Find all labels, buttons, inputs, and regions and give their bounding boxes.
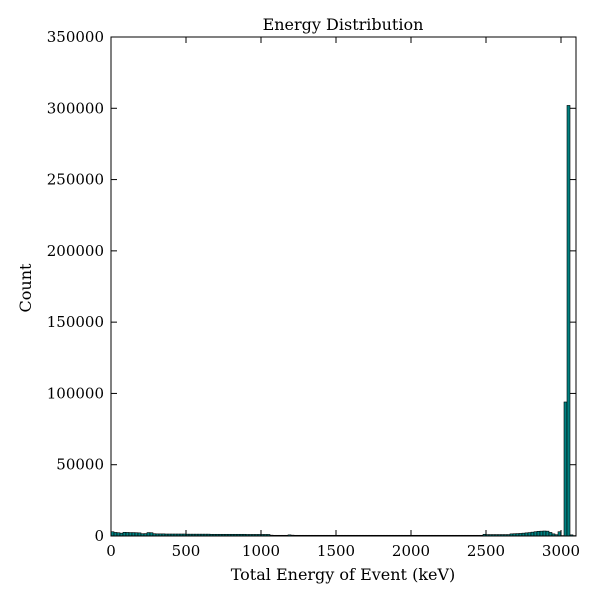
x-tick-label: 3000	[542, 542, 580, 560]
x-tick-label: 1000	[242, 542, 280, 560]
histogram-bar	[527, 532, 532, 537]
y-axis-ticks: 0 50000 100000 150000 200000 250000 300000 3500…	[47, 28, 576, 545]
x-tick-label: 2500	[467, 542, 505, 560]
plot-frame	[110, 36, 577, 537]
histogram-bar	[566, 105, 571, 537]
histogram-bar	[536, 530, 541, 537]
x-tick-label: 0	[106, 542, 116, 560]
x-axis-ticks: 0 500 1000 1500 2000 2500 3000	[106, 37, 580, 560]
x-tick-label: 500	[172, 542, 201, 560]
y-tick-label: 50000	[56, 456, 104, 474]
histogram-bar	[113, 532, 118, 537]
histogram-bar	[533, 531, 538, 537]
y-tick-label: 100000	[47, 384, 104, 402]
y-tick-label: 300000	[47, 99, 104, 117]
histogram-bar	[548, 532, 553, 537]
chart-title: Energy Distribution	[263, 15, 424, 34]
y-tick-label: 0	[94, 527, 104, 545]
histogram-bar	[542, 530, 547, 537]
y-tick-label: 250000	[47, 171, 104, 189]
histogram-bar	[125, 532, 130, 537]
x-axis-label: Total Energy of Event (keV)	[231, 565, 456, 584]
histogram-bar	[545, 530, 550, 537]
histogram-bar	[539, 530, 544, 537]
histogram-bar	[131, 532, 136, 537]
x-tick-label: 2000	[392, 542, 430, 560]
histogram-bar	[122, 531, 127, 537]
y-tick-label: 350000	[47, 28, 104, 46]
x-tick-label: 1500	[317, 542, 355, 560]
y-tick-label: 200000	[47, 242, 104, 260]
histogram-bar	[128, 532, 133, 537]
histogram-bars	[110, 105, 577, 537]
histogram-bar	[563, 401, 568, 537]
y-axis-label: Count	[16, 263, 35, 312]
histogram-bar	[146, 532, 151, 537]
histogram-bar	[530, 531, 535, 537]
y-tick-label: 150000	[47, 313, 104, 331]
